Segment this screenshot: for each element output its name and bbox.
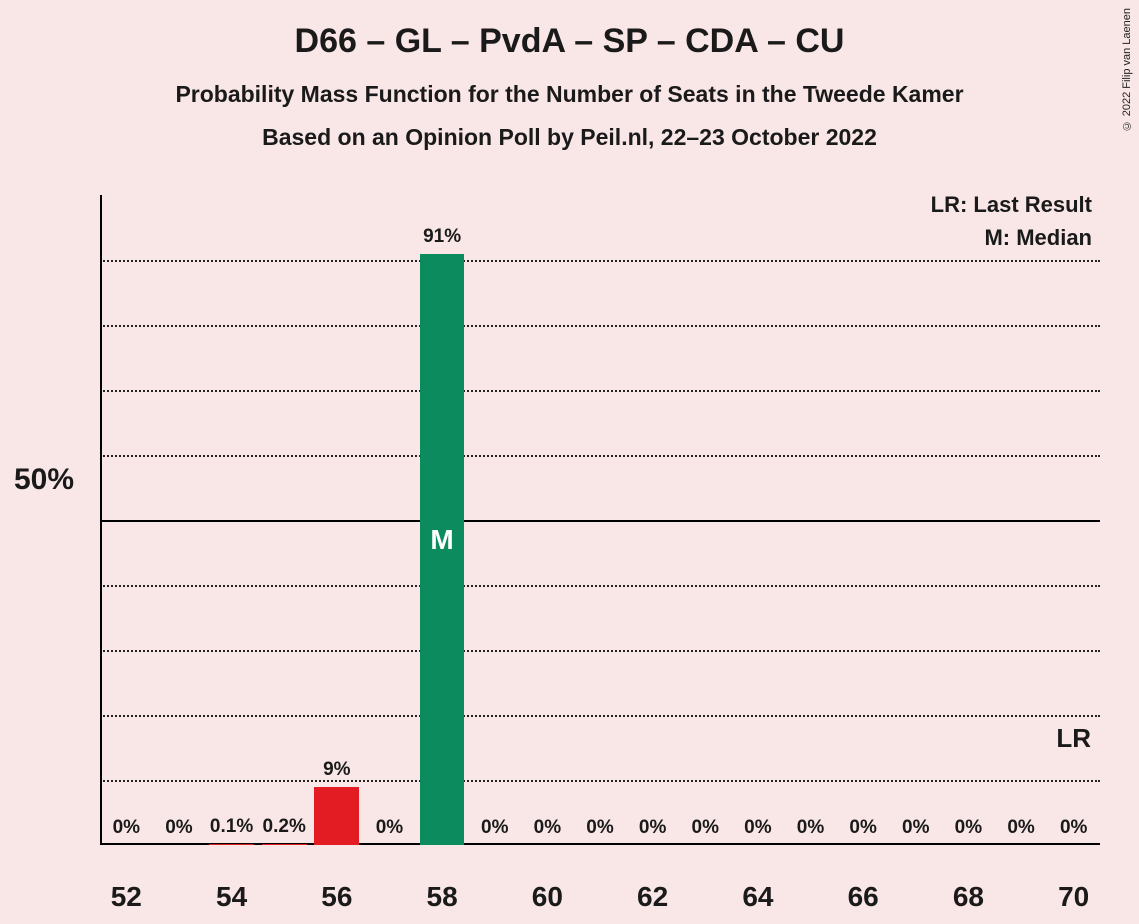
bar-value-label: 0%: [886, 817, 946, 839]
legend-last-result: LR: Last Result: [931, 192, 1092, 218]
y-axis-label: 50%: [14, 463, 74, 497]
x-tick-label: 60: [532, 881, 563, 913]
grid-line: [100, 780, 1100, 782]
chart-plot-area: LR: Last ResultM: Median0%0%0.1%0.2%9%0%…: [100, 195, 1100, 845]
bar-value-label: 0%: [1044, 817, 1104, 839]
bar: [314, 787, 359, 846]
x-tick-label: 70: [1058, 881, 1089, 913]
x-tick-label: 62: [637, 881, 668, 913]
bar: [262, 844, 307, 845]
bar-value-label: 0%: [96, 817, 156, 839]
bar-value-label: 9%: [307, 759, 367, 781]
chart-subtitle-2: Based on an Opinion Poll by Peil.nl, 22–…: [0, 124, 1139, 151]
last-result-marker: LR: [1056, 723, 1091, 754]
bar-value-label: 0%: [149, 817, 209, 839]
x-tick-label: 68: [953, 881, 984, 913]
copyright-text: © 2022 Filip van Laenen: [1121, 8, 1133, 131]
x-tick-label: 56: [321, 881, 352, 913]
grid-line: [100, 390, 1100, 392]
legend-median: M: Median: [984, 225, 1092, 251]
grid-line: [100, 650, 1100, 652]
bar-value-label: 0%: [991, 817, 1051, 839]
bar-value-label: 0%: [623, 817, 683, 839]
x-tick-label: 66: [848, 881, 879, 913]
bar-value-label: 0%: [781, 817, 841, 839]
chart-title: D66 – GL – PvdA – SP – CDA – CU: [0, 0, 1139, 61]
grid-line: [100, 715, 1100, 717]
bar-value-label: 0.2%: [254, 816, 314, 838]
bar-value-label: 0%: [728, 817, 788, 839]
bar-value-label: 0%: [570, 817, 630, 839]
bar-value-label: 0%: [359, 817, 419, 839]
x-tick-label: 64: [742, 881, 773, 913]
x-tick-label: 58: [427, 881, 458, 913]
bar-value-label: 0%: [675, 817, 735, 839]
bar-value-label: 0.1%: [202, 816, 262, 838]
bar-value-label: 0%: [938, 817, 998, 839]
bar-value-label: 0%: [833, 817, 893, 839]
grid-line: [100, 585, 1100, 587]
median-marker: M: [430, 524, 453, 556]
bar: [209, 844, 254, 845]
x-tick-label: 54: [216, 881, 247, 913]
grid-line: [100, 520, 1100, 522]
grid-line: [100, 325, 1100, 327]
grid-line: [100, 260, 1100, 262]
x-tick-label: 52: [111, 881, 142, 913]
bar-value-label: 0%: [517, 817, 577, 839]
bar-value-label: 91%: [412, 226, 472, 248]
grid-line: [100, 455, 1100, 457]
bar-value-label: 0%: [465, 817, 525, 839]
chart-subtitle-1: Probability Mass Function for the Number…: [0, 81, 1139, 108]
